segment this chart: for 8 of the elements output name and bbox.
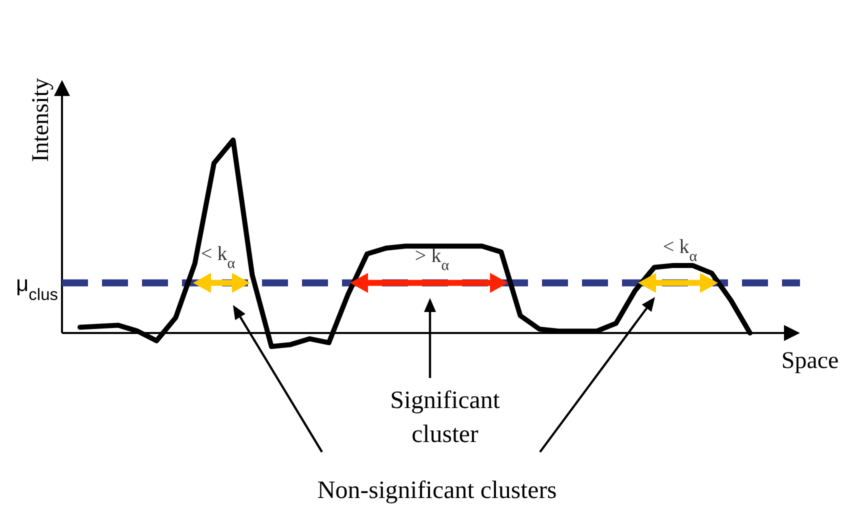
y-axis-title: Intensity — [28, 78, 54, 162]
annotation: > k$_{α}$ — [414, 245, 450, 274]
annotation: < k$_{α}$ — [662, 236, 698, 265]
text: Non-significant clusters — [317, 477, 557, 504]
text: Significant cluster — [390, 387, 500, 448]
ref-line-label: μ$_{clus}$ — [16, 270, 58, 304]
x-axis-title: Space — [781, 348, 839, 374]
annotation: < k$_{α}$ — [200, 243, 236, 272]
